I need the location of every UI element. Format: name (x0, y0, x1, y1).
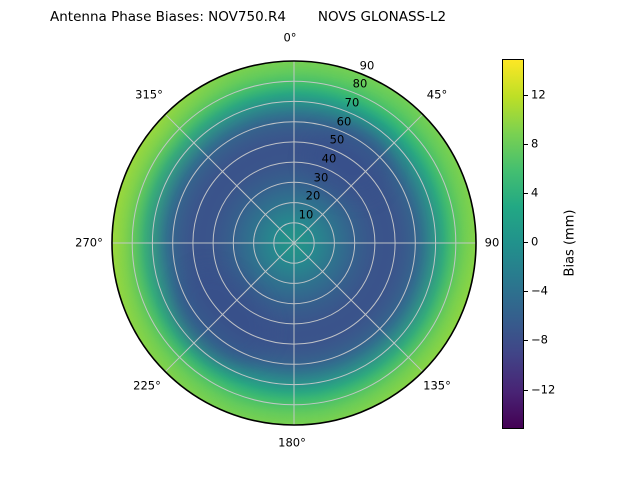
radial-tick-80: 80 (352, 76, 368, 91)
angular-tick-180: 180° (278, 435, 306, 450)
colorbar-tick-8: 8 (531, 136, 539, 151)
polar-spine (111, 60, 477, 426)
colorbar-tick-0: 0 (531, 234, 539, 249)
chart-title-left: Antenna Phase Biases: NOV750.R4 (50, 9, 286, 25)
colorbar-tickmark (523, 291, 528, 293)
radial-tick-60: 60 (336, 114, 352, 129)
colorbar-tick-neg12: −12 (531, 382, 556, 397)
angular-tick-270: 270° (75, 235, 103, 250)
radial-tick-10: 10 (298, 207, 314, 222)
angular-tick-225: 225° (133, 378, 161, 393)
radial-tick-20: 20 (305, 188, 321, 203)
colorbar-axis-label: Bias (mm) (562, 209, 578, 277)
chart-title-right: NOVS GLONASS-L2 (317, 9, 447, 25)
radial-tick-90: 90 (359, 58, 375, 73)
colorbar-tickmark (523, 193, 528, 195)
colorbar-tick-neg4: −4 (531, 283, 548, 298)
colorbar (502, 59, 524, 429)
angular-tick-45: 45° (426, 87, 448, 102)
colorbar-tickmark (523, 242, 528, 244)
angular-tick-0: 0° (283, 30, 297, 45)
colorbar-tickmark (523, 95, 528, 97)
colorbar-tick-neg8: −8 (531, 332, 548, 347)
angular-tick-135: 135° (423, 378, 451, 393)
colorbar-tickmark (523, 390, 528, 392)
colorbar-tick-12: 12 (531, 87, 546, 102)
colorbar-tickmark (523, 144, 528, 146)
chart-title: Antenna Phase Biases: NOV750.R4 NOVS GLO… (50, 9, 446, 25)
radial-tick-30: 30 (313, 170, 329, 185)
angular-tick-315: 315° (135, 87, 163, 102)
radial-tick-70: 70 (344, 95, 360, 110)
colorbar-tick-4: 4 (531, 185, 539, 200)
radial-tick-50: 50 (329, 132, 345, 147)
angular-tick-90: 90 (484, 235, 500, 250)
radial-tick-40: 40 (321, 151, 337, 166)
colorbar-tickmark (523, 340, 528, 342)
